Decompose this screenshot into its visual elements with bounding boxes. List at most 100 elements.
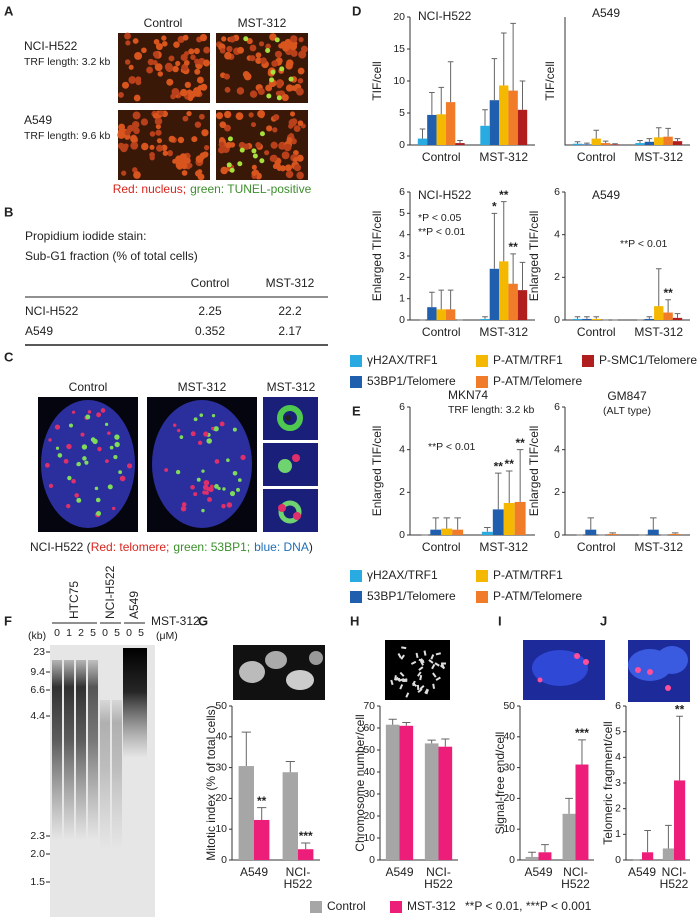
cell	[258, 41, 265, 47]
foci	[202, 484, 209, 491]
bar	[430, 529, 442, 535]
cell	[297, 120, 304, 127]
cell	[164, 62, 173, 71]
y-tick-label: 10	[503, 823, 515, 835]
cell	[134, 51, 143, 60]
x-tick-label: Control	[577, 540, 616, 554]
error-bar	[443, 517, 450, 529]
tunel-positive	[279, 66, 285, 72]
foci	[278, 500, 302, 524]
image-label: MST-312	[267, 380, 316, 394]
error-bar	[655, 268, 662, 307]
bar	[538, 852, 552, 860]
foci	[107, 484, 113, 490]
dose-label: 5	[114, 627, 120, 639]
bar	[517, 109, 528, 145]
y-axis-label: TIF/cell	[543, 61, 557, 100]
cell	[117, 142, 125, 150]
cell	[177, 136, 185, 144]
chromosome	[423, 650, 427, 656]
bar	[298, 849, 314, 860]
cell	[124, 32, 131, 40]
row-note: TRF length: 3.2 kb	[24, 56, 111, 68]
annotation: **P < 0.01	[620, 238, 668, 250]
cell	[289, 111, 296, 117]
chromosome	[410, 660, 417, 665]
cell	[128, 64, 134, 70]
table-header: MST-312	[266, 276, 315, 290]
table-cell: 22.2	[278, 304, 302, 318]
cell	[224, 86, 231, 93]
tunel-positive	[265, 48, 271, 54]
foci	[240, 454, 246, 461]
foci	[54, 424, 61, 430]
y-tick-label: 4	[399, 443, 405, 455]
y-axis-label: Enlarged TIF/cell	[527, 426, 541, 517]
error-bar	[584, 142, 590, 145]
gel-smear	[52, 660, 62, 840]
significance: **	[663, 286, 673, 300]
foci	[81, 444, 88, 450]
y-tick-label: 0	[399, 139, 405, 151]
chromosome	[431, 663, 436, 670]
foci	[104, 459, 109, 464]
cell	[265, 84, 273, 92]
caption-part: NCI-H522 (	[30, 540, 91, 554]
y-tick-label: 1	[399, 292, 405, 304]
cell	[251, 164, 257, 170]
chromosome	[439, 664, 446, 670]
dose-label: 0	[54, 627, 60, 639]
cell	[194, 68, 201, 75]
foci	[48, 483, 54, 489]
cell	[269, 154, 277, 162]
chromosome	[405, 692, 410, 698]
panel-letter: J	[600, 613, 607, 628]
cell	[288, 132, 294, 139]
chromosome	[420, 658, 425, 664]
foci	[285, 415, 291, 421]
cell	[155, 129, 162, 136]
tunel-positive	[226, 162, 232, 168]
foci	[69, 423, 73, 428]
y-axis-label: Enlarged TIF/cell	[370, 211, 384, 302]
dose-label: 2	[78, 627, 84, 639]
cell	[162, 150, 169, 156]
y-tick-label: 4	[399, 228, 405, 240]
bar	[492, 509, 504, 535]
y-tick-label: 10	[393, 75, 405, 87]
y-tick-label: 40	[215, 731, 227, 743]
axis	[564, 407, 690, 536]
error-bar	[644, 829, 651, 853]
cell	[167, 150, 173, 157]
significance: **	[257, 794, 267, 808]
cell	[188, 48, 195, 55]
cell	[249, 44, 257, 52]
y-tick-label: 6	[615, 700, 621, 712]
chromosomes	[390, 646, 447, 698]
cell	[242, 143, 250, 150]
bar	[654, 137, 664, 145]
foci	[71, 478, 76, 484]
foci	[104, 422, 109, 426]
foci	[76, 462, 80, 467]
legend-label: γH2AX/TRF1	[367, 353, 438, 367]
foci	[665, 685, 671, 691]
x-tick-label: Control	[577, 150, 616, 164]
y-tick-label: 10	[363, 832, 375, 844]
legend-label: P-SMC1/Telomere	[599, 353, 697, 367]
cell	[190, 54, 196, 60]
chromosome	[434, 662, 440, 667]
bar	[572, 318, 583, 320]
cell	[289, 42, 298, 51]
foci	[201, 508, 205, 513]
cell	[141, 47, 147, 54]
cell	[266, 125, 273, 132]
cell	[279, 165, 286, 172]
cell	[286, 670, 314, 690]
cell	[235, 112, 244, 121]
bar	[575, 764, 589, 860]
chromosome	[399, 671, 405, 677]
foci	[201, 469, 205, 473]
chromosome	[432, 672, 437, 678]
cell	[194, 58, 200, 65]
